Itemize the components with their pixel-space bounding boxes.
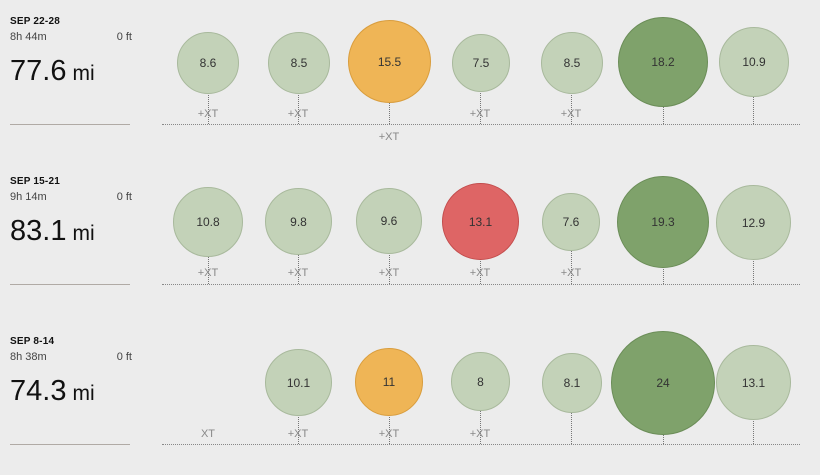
xt-label: +XT (560, 108, 582, 120)
distance-unit: mi (72, 62, 95, 85)
week-duration: 8h 38m (10, 351, 47, 363)
run-bubble-fri[interactable]: 8.5 (541, 32, 603, 94)
run-bubble-thu[interactable]: 8 (451, 352, 510, 411)
week-row: SEP 22-28 8h 44m 0 ft 77.6 mi 8.6 8.5 15.… (0, 0, 820, 155)
day-stem (480, 60, 481, 124)
run-bubble-sat[interactable]: 18.2 (618, 17, 708, 107)
week-distance: 83.1 mi (10, 215, 95, 248)
distance-value: 74.3 (10, 375, 67, 407)
xt-label: +XT (469, 108, 491, 120)
week-timeline (162, 124, 800, 125)
run-bubble-wed[interactable]: 11 (355, 348, 423, 416)
distance-unit: mi (72, 222, 95, 245)
run-bubble-sat[interactable]: 19.3 (617, 176, 709, 268)
run-bubble-fri[interactable]: 8.1 (542, 353, 602, 413)
xt-label: +XT (469, 428, 491, 440)
run-bubble-sat[interactable]: 24 (611, 331, 715, 435)
week-elevation: 0 ft (116, 191, 132, 203)
week-timeline (162, 284, 800, 285)
day-stem (480, 380, 481, 444)
xt-label: +XT (378, 131, 400, 143)
week-distance: 77.6 mi (10, 55, 95, 88)
run-bubble-sun[interactable]: 13.1 (716, 345, 791, 420)
week-timeline (162, 444, 800, 445)
xt-label: +XT (197, 267, 219, 279)
week-summary: SEP 8-14 8h 38m 0 ft 74.3 mi (10, 320, 132, 460)
run-bubble-mon[interactable]: 10.8 (173, 187, 243, 257)
xt-label: +XT (560, 267, 582, 279)
week-label: SEP 8-14 (10, 336, 55, 347)
run-bubble-sun[interactable]: 12.9 (716, 185, 791, 260)
run-bubble-wed[interactable]: 15.5 (348, 20, 431, 103)
week-duration: 8h 44m (10, 31, 47, 43)
summary-divider (10, 124, 130, 125)
summary-divider (10, 444, 130, 445)
distance-unit: mi (72, 382, 95, 405)
week-summary: SEP 22-28 8h 44m 0 ft 77.6 mi (10, 0, 132, 140)
week-distance: 74.3 mi (10, 375, 95, 408)
xt-label: +XT (287, 428, 309, 440)
run-bubble-thu[interactable]: 7.5 (452, 34, 510, 92)
run-bubble-fri[interactable]: 7.6 (542, 193, 600, 251)
week-row: SEP 8-14 8h 38m 0 ft 74.3 mi 10.1 11 8 8.… (0, 320, 820, 475)
xt-label: +XT (287, 108, 309, 120)
week-row: SEP 15-21 9h 14m 0 ft 83.1 mi 10.8 9.8 9.… (0, 160, 820, 315)
week-label: SEP 15-21 (10, 176, 60, 187)
xt-label: +XT (287, 267, 309, 279)
xt-label: +XT (378, 428, 400, 440)
xt-label: +XT (469, 267, 491, 279)
run-bubble-sun[interactable]: 10.9 (719, 27, 789, 97)
run-bubble-tue[interactable]: 10.1 (265, 349, 332, 416)
run-bubble-tue[interactable]: 9.8 (265, 188, 332, 255)
run-bubble-tue[interactable]: 8.5 (268, 32, 330, 94)
week-summary: SEP 15-21 9h 14m 0 ft 83.1 mi (10, 160, 132, 300)
run-bubble-thu[interactable]: 13.1 (442, 183, 519, 260)
summary-divider (10, 284, 130, 285)
xt-label: +XT (378, 267, 400, 279)
day-stem (571, 220, 572, 284)
xt-label: +XT (197, 108, 219, 120)
week-elevation: 0 ft (116, 31, 132, 43)
distance-value: 77.6 (10, 55, 67, 87)
xt-label: XT (200, 428, 216, 440)
run-bubble-mon[interactable]: 8.6 (177, 32, 239, 94)
distance-value: 83.1 (10, 215, 67, 247)
week-label: SEP 22-28 (10, 16, 60, 27)
week-duration: 9h 14m (10, 191, 47, 203)
run-bubble-wed[interactable]: 9.6 (356, 188, 422, 254)
week-elevation: 0 ft (116, 351, 132, 363)
